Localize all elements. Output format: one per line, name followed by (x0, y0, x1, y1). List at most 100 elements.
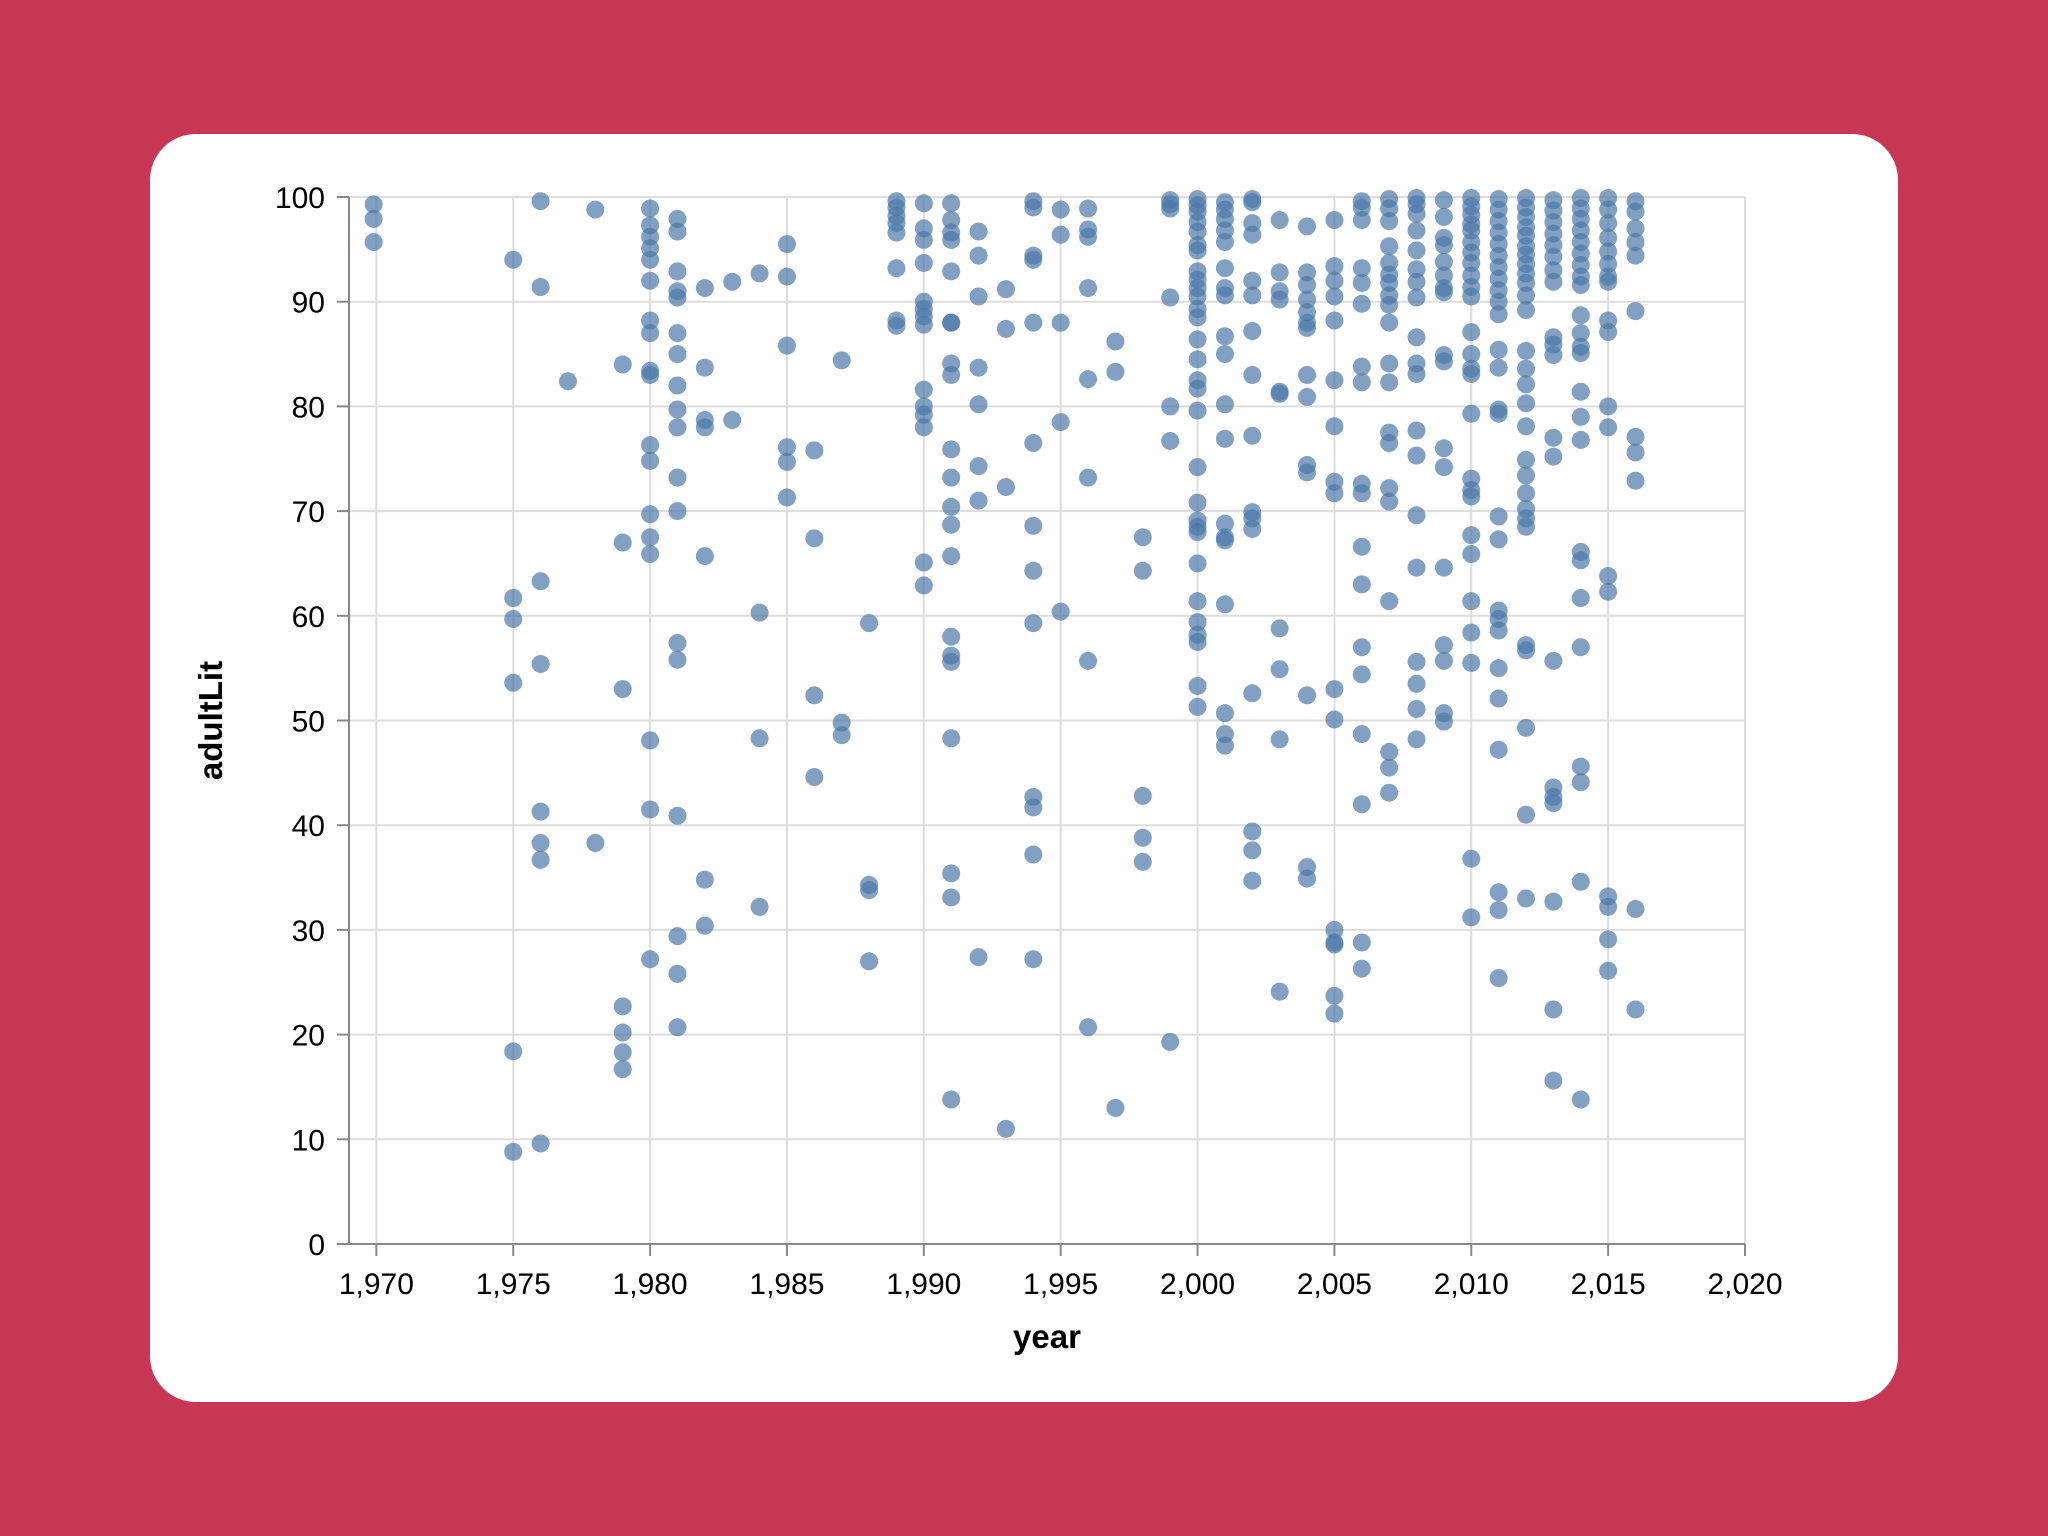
data-point (969, 395, 988, 414)
data-point (1407, 288, 1426, 307)
data-point (1188, 350, 1207, 369)
data-point (1462, 592, 1481, 611)
data-point (1462, 404, 1481, 423)
y-tick-label: 70 (292, 496, 325, 529)
data-point (1571, 275, 1590, 294)
data-point (914, 253, 933, 272)
data-point (1544, 272, 1563, 291)
data-point (1270, 384, 1289, 403)
data-point (914, 315, 933, 334)
data-point (1079, 370, 1098, 389)
data-point (1380, 295, 1399, 314)
data-point (1517, 889, 1536, 908)
data-point (1325, 211, 1344, 230)
data-point (1626, 202, 1645, 221)
data-point (942, 440, 961, 459)
data-point (1599, 200, 1618, 219)
data-point (1517, 641, 1536, 660)
data-point (641, 271, 660, 290)
data-point (1434, 352, 1453, 371)
data-point (1352, 357, 1371, 376)
data-point (1544, 651, 1563, 670)
data-point (1215, 704, 1234, 723)
data-point (1243, 684, 1262, 703)
data-point (1571, 638, 1590, 657)
data-point (1024, 434, 1043, 453)
data-point (668, 964, 687, 983)
data-point (1188, 493, 1207, 512)
y-tick-label: 20 (292, 1020, 325, 1053)
data-point (668, 634, 687, 653)
data-point (1380, 212, 1399, 231)
data-point (1079, 468, 1098, 487)
data-point (586, 200, 605, 219)
data-point (1462, 487, 1481, 506)
data-point (1462, 526, 1481, 545)
data-points (364, 189, 1645, 1161)
data-point (668, 650, 687, 669)
y-tick-label: 90 (292, 287, 325, 320)
data-point (613, 997, 632, 1016)
x-tick-label: 2,020 (1707, 1268, 1782, 1301)
data-point (1188, 517, 1207, 536)
data-point (860, 614, 879, 633)
data-point (1270, 982, 1289, 1001)
data-point (942, 497, 961, 516)
data-point (1352, 725, 1371, 744)
data-point (1571, 324, 1590, 343)
data-point (1079, 651, 1098, 670)
data-point (1517, 286, 1536, 305)
data-point (1571, 407, 1590, 426)
data-point (832, 713, 851, 732)
data-point (1489, 901, 1508, 920)
data-point (1298, 387, 1317, 406)
data-point (1462, 545, 1481, 564)
data-point (1106, 362, 1125, 381)
data-point (1352, 537, 1371, 556)
data-point (641, 528, 660, 547)
data-point (1434, 439, 1453, 458)
data-point (641, 451, 660, 470)
data-point (1599, 214, 1618, 233)
data-point (364, 233, 383, 252)
data-point (1352, 638, 1371, 657)
data-point (641, 436, 660, 455)
data-point (914, 553, 933, 572)
data-point (1325, 271, 1344, 290)
data-point (1298, 275, 1317, 294)
data-point (1517, 450, 1536, 469)
data-point (1626, 899, 1645, 918)
data-point (1626, 471, 1645, 490)
x-tick-label: 1,975 (476, 1268, 551, 1301)
data-point (1434, 191, 1453, 210)
data-point (777, 452, 796, 471)
data-point (1571, 757, 1590, 776)
data-point (641, 324, 660, 343)
data-point (1161, 199, 1180, 218)
data-point (613, 680, 632, 699)
data-point (1407, 364, 1426, 383)
data-point (1380, 783, 1399, 802)
data-point (942, 313, 961, 332)
data-point (1462, 623, 1481, 642)
data-point (1434, 266, 1453, 285)
data-point (1517, 341, 1536, 360)
data-point (1489, 358, 1508, 377)
data-point (1051, 413, 1070, 432)
data-point (1243, 871, 1262, 890)
data-point (1434, 636, 1453, 655)
data-point (1489, 530, 1508, 549)
data-point (996, 280, 1015, 299)
data-point (1051, 602, 1070, 621)
data-point (1270, 211, 1289, 230)
data-point (1352, 211, 1371, 230)
data-point (832, 726, 851, 745)
data-point (1024, 313, 1043, 332)
data-point (1462, 364, 1481, 383)
data-point (1517, 805, 1536, 824)
data-point (641, 250, 660, 269)
data-point (1161, 397, 1180, 416)
data-point (1188, 458, 1207, 477)
data-point (1599, 228, 1618, 247)
data-point (668, 376, 687, 395)
